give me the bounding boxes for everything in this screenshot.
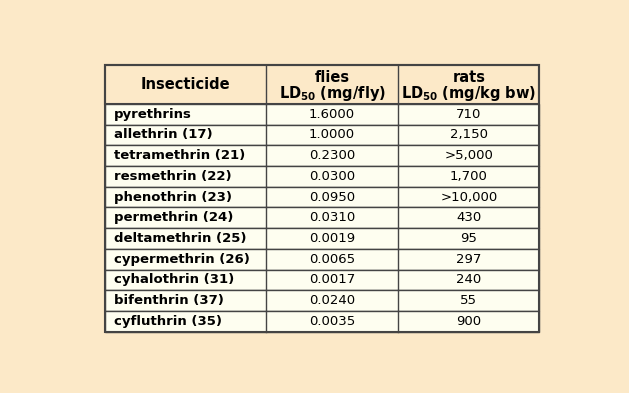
Text: 0.0310: 0.0310	[309, 211, 355, 224]
Bar	[106, 65, 539, 332]
Bar	[106, 249, 539, 270]
Bar	[106, 125, 539, 145]
Text: 0.2300: 0.2300	[309, 149, 355, 162]
Text: 1.0000: 1.0000	[309, 129, 355, 141]
Bar	[106, 208, 539, 228]
Bar	[106, 290, 539, 311]
Text: flies: flies	[314, 70, 350, 84]
Text: 0.0300: 0.0300	[309, 170, 355, 183]
Text: Insecticide: Insecticide	[141, 77, 230, 92]
Text: allethrin (17): allethrin (17)	[114, 129, 213, 141]
Text: cyfluthrin (35): cyfluthrin (35)	[114, 315, 222, 328]
Bar	[106, 228, 539, 249]
Bar	[106, 166, 539, 187]
Text: 2,150: 2,150	[450, 129, 487, 141]
Bar	[106, 145, 539, 166]
Bar	[106, 270, 539, 290]
Text: 297: 297	[456, 253, 481, 266]
Text: 0.0035: 0.0035	[309, 315, 355, 328]
Text: deltamethrin (25): deltamethrin (25)	[114, 232, 247, 245]
Bar	[106, 311, 539, 332]
Text: 1,700: 1,700	[450, 170, 487, 183]
Text: 0.0017: 0.0017	[309, 274, 355, 286]
Text: >5,000: >5,000	[444, 149, 493, 162]
Text: 900: 900	[456, 315, 481, 328]
Text: permethrin (24): permethrin (24)	[114, 211, 233, 224]
Text: 0.0065: 0.0065	[309, 253, 355, 266]
Text: tetramethrin (21): tetramethrin (21)	[114, 149, 245, 162]
Text: 240: 240	[456, 274, 481, 286]
Text: 710: 710	[456, 108, 481, 121]
Text: 0.0019: 0.0019	[309, 232, 355, 245]
Text: $\mathbf{LD_{50}}$ $\mathbf{(mg/kg\ bw)}$: $\mathbf{LD_{50}}$ $\mathbf{(mg/kg\ bw)}…	[401, 84, 537, 103]
Bar	[106, 187, 539, 208]
Text: 1.6000: 1.6000	[309, 108, 355, 121]
Text: 95: 95	[460, 232, 477, 245]
Text: cypermethrin (26): cypermethrin (26)	[114, 253, 250, 266]
Text: 430: 430	[456, 211, 481, 224]
Bar	[106, 65, 539, 104]
Text: phenothrin (23): phenothrin (23)	[114, 191, 232, 204]
Text: 55: 55	[460, 294, 477, 307]
Text: bifenthrin (37): bifenthrin (37)	[114, 294, 224, 307]
Text: pyrethrins: pyrethrins	[114, 108, 192, 121]
Text: 0.0950: 0.0950	[309, 191, 355, 204]
Text: $\mathbf{LD_{50}}$ $\mathbf{(mg/fly)}$: $\mathbf{LD_{50}}$ $\mathbf{(mg/fly)}$	[279, 84, 386, 103]
Text: 0.0240: 0.0240	[309, 294, 355, 307]
Text: cyhalothrin (31): cyhalothrin (31)	[114, 274, 235, 286]
Text: rats: rats	[452, 70, 486, 84]
Bar	[106, 104, 539, 125]
Text: resmethrin (22): resmethrin (22)	[114, 170, 232, 183]
Text: >10,000: >10,000	[440, 191, 498, 204]
